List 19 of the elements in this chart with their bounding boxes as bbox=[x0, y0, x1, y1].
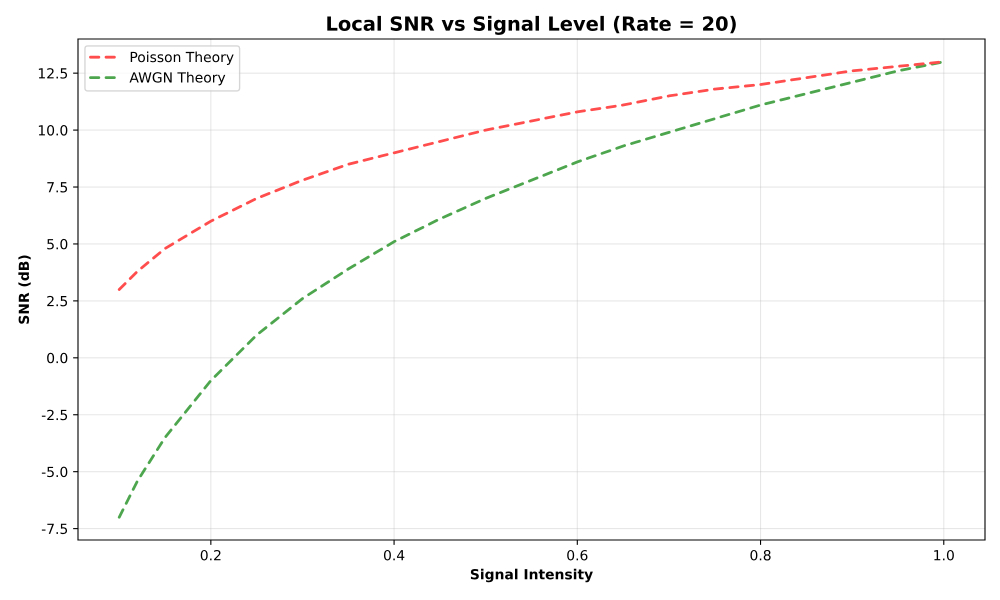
legend-label: AWGN Theory bbox=[129, 72, 226, 86]
x-tick-label: 0.8 bbox=[750, 550, 771, 560]
y-tick-label: 10.0 bbox=[38, 125, 68, 136]
y-tick-label: -7.5 bbox=[42, 524, 68, 534]
y-tick-label: 12.5 bbox=[38, 68, 68, 79]
chart-title: Local SNR vs Signal Level (Rate = 20) bbox=[327, 16, 736, 35]
y-tick-label: 7.5 bbox=[47, 182, 68, 192]
x-tick-label: 0.6 bbox=[567, 550, 588, 560]
y-tick-label: 0.0 bbox=[47, 352, 68, 364]
y-axis-title: SNR (dB) bbox=[18, 256, 31, 324]
x-tick-label: 1.0 bbox=[934, 550, 954, 560]
y-tick-label: 2.5 bbox=[47, 296, 68, 306]
x-tick-label: 0.2 bbox=[200, 550, 220, 560]
y-tick-label: -5.0 bbox=[42, 466, 68, 478]
x-axis-title: Signal Intensity bbox=[470, 568, 593, 582]
legend-label: Poisson Theory bbox=[130, 52, 234, 65]
y-tick-label: -2.5 bbox=[42, 410, 68, 420]
y-tick-label: 5.0 bbox=[47, 238, 68, 250]
x-tick-label: 0.4 bbox=[384, 550, 404, 560]
